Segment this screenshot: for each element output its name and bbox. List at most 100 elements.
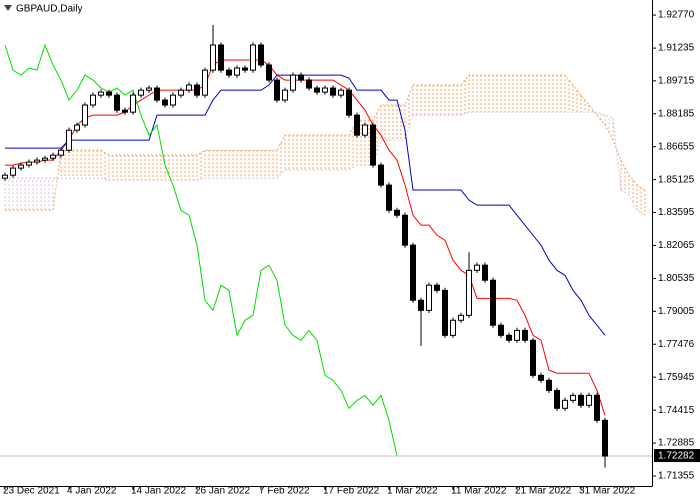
candle-body	[34, 159, 40, 163]
candle-body	[274, 79, 280, 101]
x-tick-label: 31 Mar 2022	[579, 486, 636, 497]
x-tick-label: 11 Mar 2022	[451, 486, 507, 497]
cloud-edge	[5, 74, 646, 211]
y-tick-label: 1.83595	[658, 207, 695, 218]
candle-body	[410, 244, 416, 301]
y-tick-label: 1.82065	[658, 240, 695, 251]
candle-body	[370, 124, 376, 166]
candle-body	[298, 74, 304, 81]
y-tick-label: 1.80535	[658, 273, 695, 284]
y-tick-label: 1.74415	[658, 405, 695, 416]
candle-body	[458, 314, 464, 321]
y-tick-label: 1.72885	[658, 438, 695, 449]
candle-body	[290, 74, 296, 91]
candle-body	[322, 87, 328, 93]
candle-body	[554, 389, 560, 409]
candle-body	[338, 89, 344, 96]
candle-body	[498, 324, 504, 336]
candle-body	[250, 44, 256, 71]
candle-body	[42, 157, 48, 161]
candle-body	[66, 129, 72, 151]
candle-body	[130, 94, 136, 113]
candle-body	[170, 94, 176, 106]
candle-body	[530, 339, 536, 376]
y-tick-label: 1.89715	[658, 75, 695, 86]
candle-body	[394, 209, 400, 216]
candle-body	[258, 44, 264, 66]
candle-body	[506, 334, 512, 341]
candle-body	[474, 264, 480, 271]
candle-body	[146, 87, 152, 91]
candle-body	[402, 214, 408, 246]
y-tick-label: 1.88185	[658, 108, 695, 119]
candle-body	[314, 87, 320, 93]
x-tick-label: 21 Mar 2022	[515, 486, 572, 497]
candle-body	[18, 164, 24, 169]
candle-body	[594, 394, 600, 421]
candle-body	[282, 89, 288, 101]
candle-body	[386, 184, 392, 211]
candle-body	[466, 269, 472, 316]
candle-body	[186, 84, 192, 91]
candle-body	[50, 154, 56, 159]
candle-body	[98, 91, 104, 96]
candle-body	[90, 94, 96, 106]
candle-body	[354, 114, 360, 136]
x-tick-label: 7 Feb 2022	[259, 486, 310, 497]
y-tick-label: 1.75945	[658, 372, 695, 383]
candle-body	[114, 94, 120, 111]
candle-body	[434, 284, 440, 291]
candle-body	[362, 124, 368, 136]
candle-body	[482, 264, 488, 281]
x-tick-label: 14 Jan 2022	[131, 486, 186, 497]
chart-title: GBPAUD,Daily	[16, 4, 83, 15]
candle-body	[2, 174, 8, 179]
plot-area	[0, 24, 652, 468]
x-tick-label: 17 Feb 2022	[323, 486, 380, 497]
y-tick-label: 1.79005	[658, 306, 695, 317]
candle-body	[378, 164, 384, 186]
candle-body	[546, 379, 552, 391]
x-tick-label: 26 Jan 2022	[195, 486, 250, 497]
last-price-label: 1.72282	[658, 451, 695, 462]
y-tick-label: 1.85125	[658, 174, 695, 185]
candle-body	[106, 91, 112, 96]
candle-body	[178, 89, 184, 96]
candle-body	[330, 87, 336, 96]
indicator-line	[5, 59, 606, 416]
candle-body	[226, 69, 232, 76]
candle-body	[210, 44, 216, 71]
indicator-line	[4, 43, 398, 457]
candle-body	[490, 279, 496, 326]
candle-body	[242, 67, 248, 71]
y-tick-label: 1.71355	[658, 471, 695, 482]
candle-body	[450, 319, 456, 336]
candle-body	[202, 69, 208, 96]
candle-body	[570, 394, 576, 401]
candle-body	[162, 99, 168, 106]
y-tick-label: 1.91235	[658, 43, 695, 54]
candle-body	[10, 167, 16, 176]
candle-body	[194, 84, 200, 96]
y-tick-label: 1.92770	[658, 10, 695, 21]
candle-body	[122, 109, 128, 113]
candle-body	[82, 104, 88, 126]
candle-body	[234, 67, 240, 76]
candle-body	[58, 149, 64, 156]
candle-body	[418, 299, 424, 311]
candle-body	[442, 289, 448, 336]
candle-body	[266, 64, 272, 81]
candle-body	[138, 89, 144, 96]
y-tick-label: 1.86655	[658, 141, 695, 152]
last-price-box	[654, 449, 700, 463]
symbol-icon	[4, 5, 12, 11]
candle-body	[514, 329, 520, 341]
candle-body	[602, 419, 608, 457]
y-tick-label: 1.77476	[658, 339, 695, 350]
candle-body	[346, 89, 352, 116]
candle-body	[154, 87, 160, 101]
candle-body	[426, 284, 432, 311]
candle-body	[306, 79, 312, 89]
